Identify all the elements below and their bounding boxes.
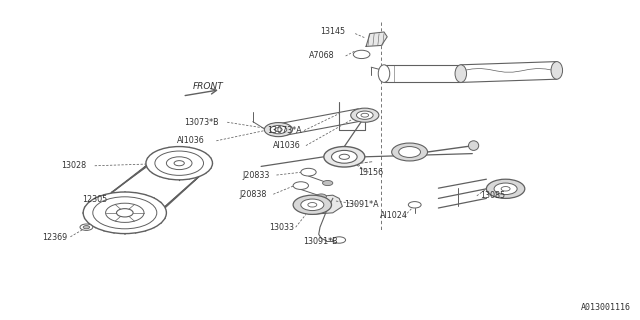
Circle shape (155, 151, 204, 175)
Text: 13156: 13156 (358, 168, 384, 177)
Circle shape (333, 237, 346, 243)
Ellipse shape (455, 65, 467, 82)
Circle shape (353, 50, 370, 59)
Circle shape (308, 203, 317, 207)
Circle shape (486, 179, 525, 198)
Circle shape (116, 209, 133, 217)
Text: 13145: 13145 (320, 28, 346, 36)
Text: A7068: A7068 (309, 51, 335, 60)
Ellipse shape (468, 141, 479, 150)
Circle shape (301, 168, 316, 176)
Text: 12369: 12369 (42, 233, 67, 242)
Circle shape (83, 226, 90, 229)
Circle shape (275, 128, 282, 132)
Circle shape (324, 147, 365, 167)
Text: 13091*B: 13091*B (303, 237, 337, 246)
Text: J20833: J20833 (243, 171, 269, 180)
Circle shape (93, 197, 157, 229)
Text: AI1024: AI1024 (380, 212, 408, 220)
Text: 13033: 13033 (269, 223, 294, 232)
Circle shape (146, 147, 212, 180)
Text: FRONT: FRONT (193, 82, 223, 91)
Circle shape (399, 147, 420, 157)
Circle shape (392, 143, 428, 161)
Text: 13073*A: 13073*A (268, 126, 302, 135)
Circle shape (408, 202, 421, 208)
Circle shape (270, 125, 287, 134)
Text: 13028: 13028 (61, 161, 86, 170)
Circle shape (356, 111, 373, 119)
Circle shape (356, 52, 367, 57)
Circle shape (106, 203, 144, 222)
Text: AI1036: AI1036 (273, 141, 301, 150)
Circle shape (361, 113, 369, 117)
Text: A013001116: A013001116 (580, 303, 630, 312)
Circle shape (293, 182, 308, 189)
Circle shape (83, 192, 166, 234)
Circle shape (174, 161, 184, 166)
Ellipse shape (551, 61, 563, 79)
Text: 12305: 12305 (82, 196, 108, 204)
Polygon shape (366, 32, 387, 46)
Polygon shape (163, 176, 200, 210)
Circle shape (332, 150, 357, 163)
Polygon shape (310, 195, 342, 214)
Circle shape (316, 194, 326, 199)
Circle shape (351, 108, 379, 122)
Circle shape (80, 224, 93, 230)
Circle shape (166, 157, 192, 170)
Circle shape (264, 123, 292, 137)
Circle shape (293, 195, 332, 214)
Text: 13085: 13085 (480, 191, 506, 200)
Ellipse shape (378, 65, 390, 82)
Circle shape (501, 187, 510, 191)
Circle shape (301, 199, 324, 211)
Text: 13091*A: 13091*A (344, 200, 379, 209)
Circle shape (323, 180, 333, 186)
Text: 13073*B: 13073*B (184, 118, 219, 127)
Text: AI1036: AI1036 (177, 136, 205, 145)
Polygon shape (109, 165, 147, 195)
Circle shape (339, 154, 349, 159)
Circle shape (494, 183, 517, 195)
Text: J20838: J20838 (239, 190, 266, 199)
